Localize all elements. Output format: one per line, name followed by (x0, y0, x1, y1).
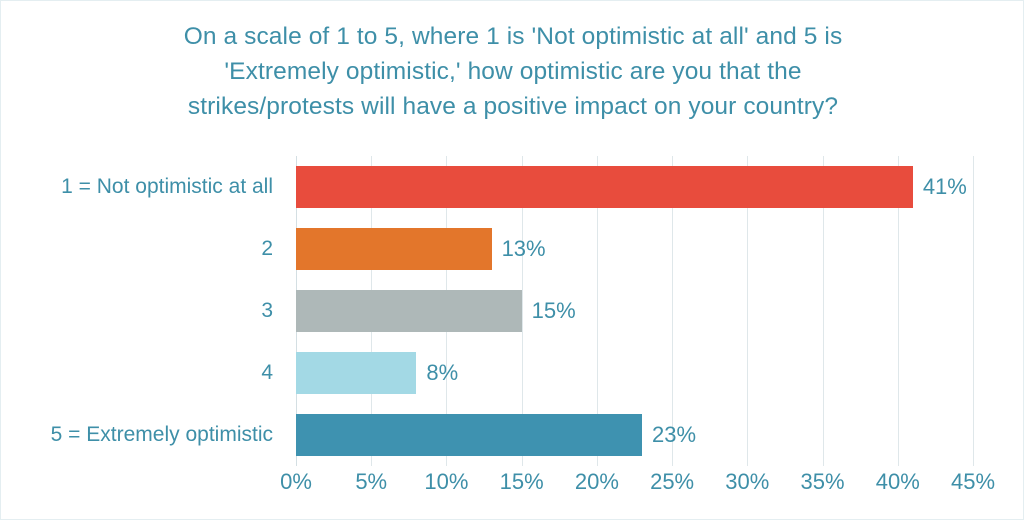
gridline-25 (672, 156, 674, 466)
plot-area: 41% 13% 15% 8% 23% (296, 156, 974, 466)
x-axis-tick-0pct: 0% (280, 469, 312, 494)
bar-5[interactable] (296, 414, 643, 456)
bar-1[interactable] (296, 166, 913, 208)
bar-row: 15% (296, 290, 973, 332)
x-axis-tick-35pct: 35% (800, 469, 845, 494)
bar-value-label-4: 8% (426, 360, 459, 385)
x-axis-tick-40pct: 40% (875, 469, 920, 494)
gridline-15 (521, 156, 523, 466)
gridline-45 (973, 156, 974, 466)
x-axis-tick-labels: 0% 5% 10% 15% 20% 25% 30% 35% 40% 45% (280, 469, 995, 509)
x-axis-tick-15pct: 15% (499, 469, 544, 494)
bar-row: 13% (296, 228, 973, 270)
y-axis-label-4: 4 (261, 361, 273, 384)
chart-title-line-2: 'Extremely optimistic,' how optimistic a… (224, 58, 802, 85)
bar-3[interactable] (296, 290, 522, 332)
bar-value-label-3: 15% (531, 298, 576, 323)
bar-row: 8% (296, 352, 973, 394)
chart-title-line-1: On a scale of 1 to 5, where 1 is 'Not op… (183, 23, 843, 50)
x-axis-tick-30pct: 30% (725, 469, 770, 494)
y-axis-label-2: 2 (261, 237, 273, 260)
gridline-35 (822, 156, 824, 466)
gridline-20 (596, 156, 598, 466)
bar-2[interactable] (296, 228, 492, 270)
y-axis-label-5: 5 = Extremely optimistic (50, 423, 273, 446)
x-axis-tick-5pct: 5% (355, 469, 388, 494)
chart-title-line-3: strikes/protests will have a positive im… (187, 93, 839, 120)
bar-value-label-2: 13% (501, 236, 546, 261)
gridline-40 (897, 156, 899, 466)
bar-row: 23% (296, 414, 973, 456)
x-axis-tick-45pct: 45% (950, 469, 996, 494)
y-axis-label-1: 1 = Not optimistic at all (61, 175, 273, 198)
bar-value-label-5: 23% (652, 422, 697, 447)
y-axis-category-labels: 1 = Not optimistic at all 2 3 4 5 = Extremel… (1, 156, 281, 466)
x-axis-tick-20pct: 20% (574, 469, 619, 494)
plot-wrapper: 1 = Not optimistic at all 2 3 4 5 = Extremel… (1, 156, 1023, 466)
x-axis-tick-10pct: 10% (424, 469, 469, 494)
y-axis-label-3: 3 (261, 299, 273, 322)
bar-value-label-1: 41% (922, 174, 967, 199)
chart-title: On a scale of 1 to 5, where 1 is 'Not op… (91, 19, 935, 124)
gridline-30 (747, 156, 749, 466)
bar-row: 41% (296, 166, 973, 208)
x-axis-tick-25pct: 25% (650, 469, 695, 494)
bar-4[interactable] (296, 352, 417, 394)
